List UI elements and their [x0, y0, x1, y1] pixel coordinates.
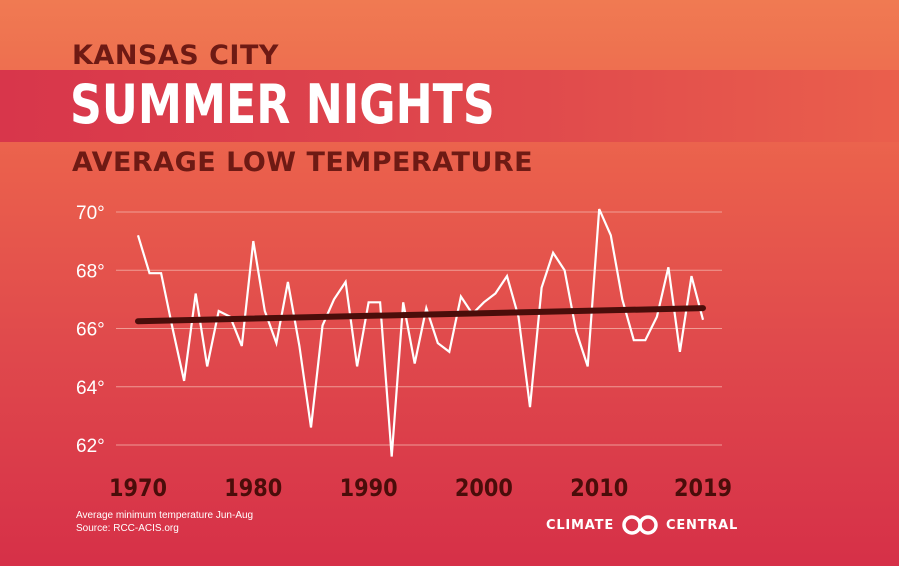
- x-tick-label: 2000: [455, 474, 513, 502]
- chart-subtitle: AVERAGE LOW TEMPERATURE: [72, 147, 534, 178]
- trend-line: [135, 305, 706, 325]
- x-tick-label: 1980: [224, 474, 282, 502]
- climate-central-rings-icon: [622, 515, 658, 535]
- y-tick-label: 64°: [76, 378, 105, 399]
- x-tick-label: 2010: [570, 474, 628, 502]
- y-tick-label: 62°: [76, 436, 105, 457]
- trend-layer: [135, 305, 706, 325]
- chart-title: SUMMER NIGHTS: [70, 73, 495, 136]
- series-layer: [136, 208, 705, 457]
- climate-central-logo: CLIMATE CENTRAL: [546, 514, 738, 536]
- x-tick-label: 1970: [109, 474, 167, 502]
- y-axis-ticks: 62° 64° 66° 68° 70°: [76, 203, 105, 457]
- city-heading: KANSAS CITY: [72, 40, 279, 71]
- y-tick-label: 70°: [76, 203, 105, 224]
- x-tick-label: 2019: [674, 474, 732, 502]
- y-tick-label: 66°: [76, 320, 105, 341]
- y-tick-label: 68°: [76, 261, 105, 282]
- logo-text-climate: CLIMATE: [546, 517, 614, 533]
- footnote-method: Average minimum temperature Jun-Aug: [76, 510, 254, 521]
- x-axis-ticks: 1970 1980 1990 2000 2010 2019: [109, 474, 732, 502]
- footnote-source: Source: RCC-ACIS.org: [76, 523, 179, 534]
- title-band: [0, 70, 899, 142]
- x-tick-label: 1990: [340, 474, 398, 502]
- series-line-avg-low: [136, 208, 705, 457]
- logo-text-central: CENTRAL: [666, 517, 739, 533]
- gridlines: [116, 211, 722, 446]
